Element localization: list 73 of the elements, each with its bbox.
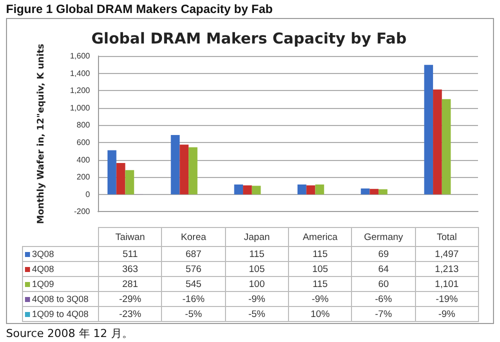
data-label: 60 xyxy=(352,276,416,292)
data-label: -9% xyxy=(415,306,478,322)
data-label: -5% xyxy=(162,306,226,322)
y-tick-label: 400 xyxy=(76,155,91,164)
data-label: -19% xyxy=(415,292,478,306)
y-tick-label: 1,200 xyxy=(70,86,91,96)
bar xyxy=(370,188,379,194)
y-tick-label: -200 xyxy=(74,207,91,216)
x-tick-label: Japan xyxy=(225,228,288,246)
data-label: 1,213 xyxy=(415,262,478,276)
y-tick-label: 1,600 xyxy=(70,52,91,60)
data-label: -29% xyxy=(98,292,162,306)
bar xyxy=(180,144,189,194)
data-label: -16% xyxy=(162,292,226,306)
bar xyxy=(298,184,306,194)
data-label: 10% xyxy=(288,306,352,322)
legend-label: 3Q08 xyxy=(22,246,98,262)
bar xyxy=(252,186,261,194)
bar xyxy=(243,185,252,194)
data-label: 545 xyxy=(162,276,226,292)
data-label: 115 xyxy=(288,276,352,292)
data-label: 576 xyxy=(162,262,226,276)
bar xyxy=(125,170,134,194)
legend-label: 4Q08 xyxy=(22,262,98,276)
x-tick-label: America xyxy=(288,228,352,246)
bar xyxy=(170,134,180,194)
y-tick-label: 600 xyxy=(76,138,91,148)
data-label: 281 xyxy=(98,276,162,292)
data-label: 64 xyxy=(352,262,416,276)
x-tick-label: Taiwan xyxy=(98,228,162,246)
x-tick-label: Total xyxy=(415,228,478,246)
data-label: 115 xyxy=(225,246,288,262)
data-label: 105 xyxy=(288,262,352,276)
bar xyxy=(306,185,316,194)
data-label: 687 xyxy=(162,246,226,262)
chart-title: Figure 1 Global DRAM Makers Capacity by Fab xyxy=(6,2,273,16)
data-label: -5% xyxy=(225,306,288,322)
data-label: 69 xyxy=(352,246,416,262)
source-note: Source 2008 年 12 月。 xyxy=(6,326,133,341)
bar xyxy=(188,147,198,194)
y-tick-label: 200 xyxy=(76,172,91,182)
legend-label: 1Q09 xyxy=(22,276,98,292)
data-label: 100 xyxy=(225,276,288,292)
x-tick-label: Germany xyxy=(352,228,416,246)
chart-subtitle: Global DRAM Makers Capacity by Fab xyxy=(91,30,407,48)
data-label: -9% xyxy=(225,292,288,306)
y-axis-title: Monthly Wafer in, 12"equiv, K units xyxy=(36,44,46,224)
y-tick-label: 1,400 xyxy=(70,68,91,78)
data-label: 1,497 xyxy=(415,246,478,262)
data-label: -23% xyxy=(98,306,162,322)
data-label: -7% xyxy=(352,306,416,322)
data-label: 363 xyxy=(98,262,162,276)
data-label: 105 xyxy=(225,262,288,276)
bar xyxy=(433,89,442,194)
bar xyxy=(116,163,126,194)
bar xyxy=(108,150,116,194)
data-label: 511 xyxy=(98,246,162,262)
bar xyxy=(442,99,451,194)
data-label: 115 xyxy=(288,246,352,262)
y-tick-label: 0 xyxy=(86,190,91,199)
bar xyxy=(234,184,244,194)
x-tick-label: Korea xyxy=(162,228,226,246)
bar xyxy=(378,189,388,194)
data-label: -6% xyxy=(352,292,416,306)
y-tick-label: 1,000 xyxy=(70,103,91,112)
legend-label: 4Q08 to 3Q08 xyxy=(22,292,98,306)
legend-label: 1Q09 to 4Q08 xyxy=(22,306,98,322)
data-label: -9% xyxy=(288,292,352,306)
data-label: 1,101 xyxy=(415,276,478,292)
y-tick-label: 800 xyxy=(76,120,91,130)
bar xyxy=(424,64,434,194)
bar xyxy=(315,184,324,194)
bar xyxy=(360,188,370,194)
